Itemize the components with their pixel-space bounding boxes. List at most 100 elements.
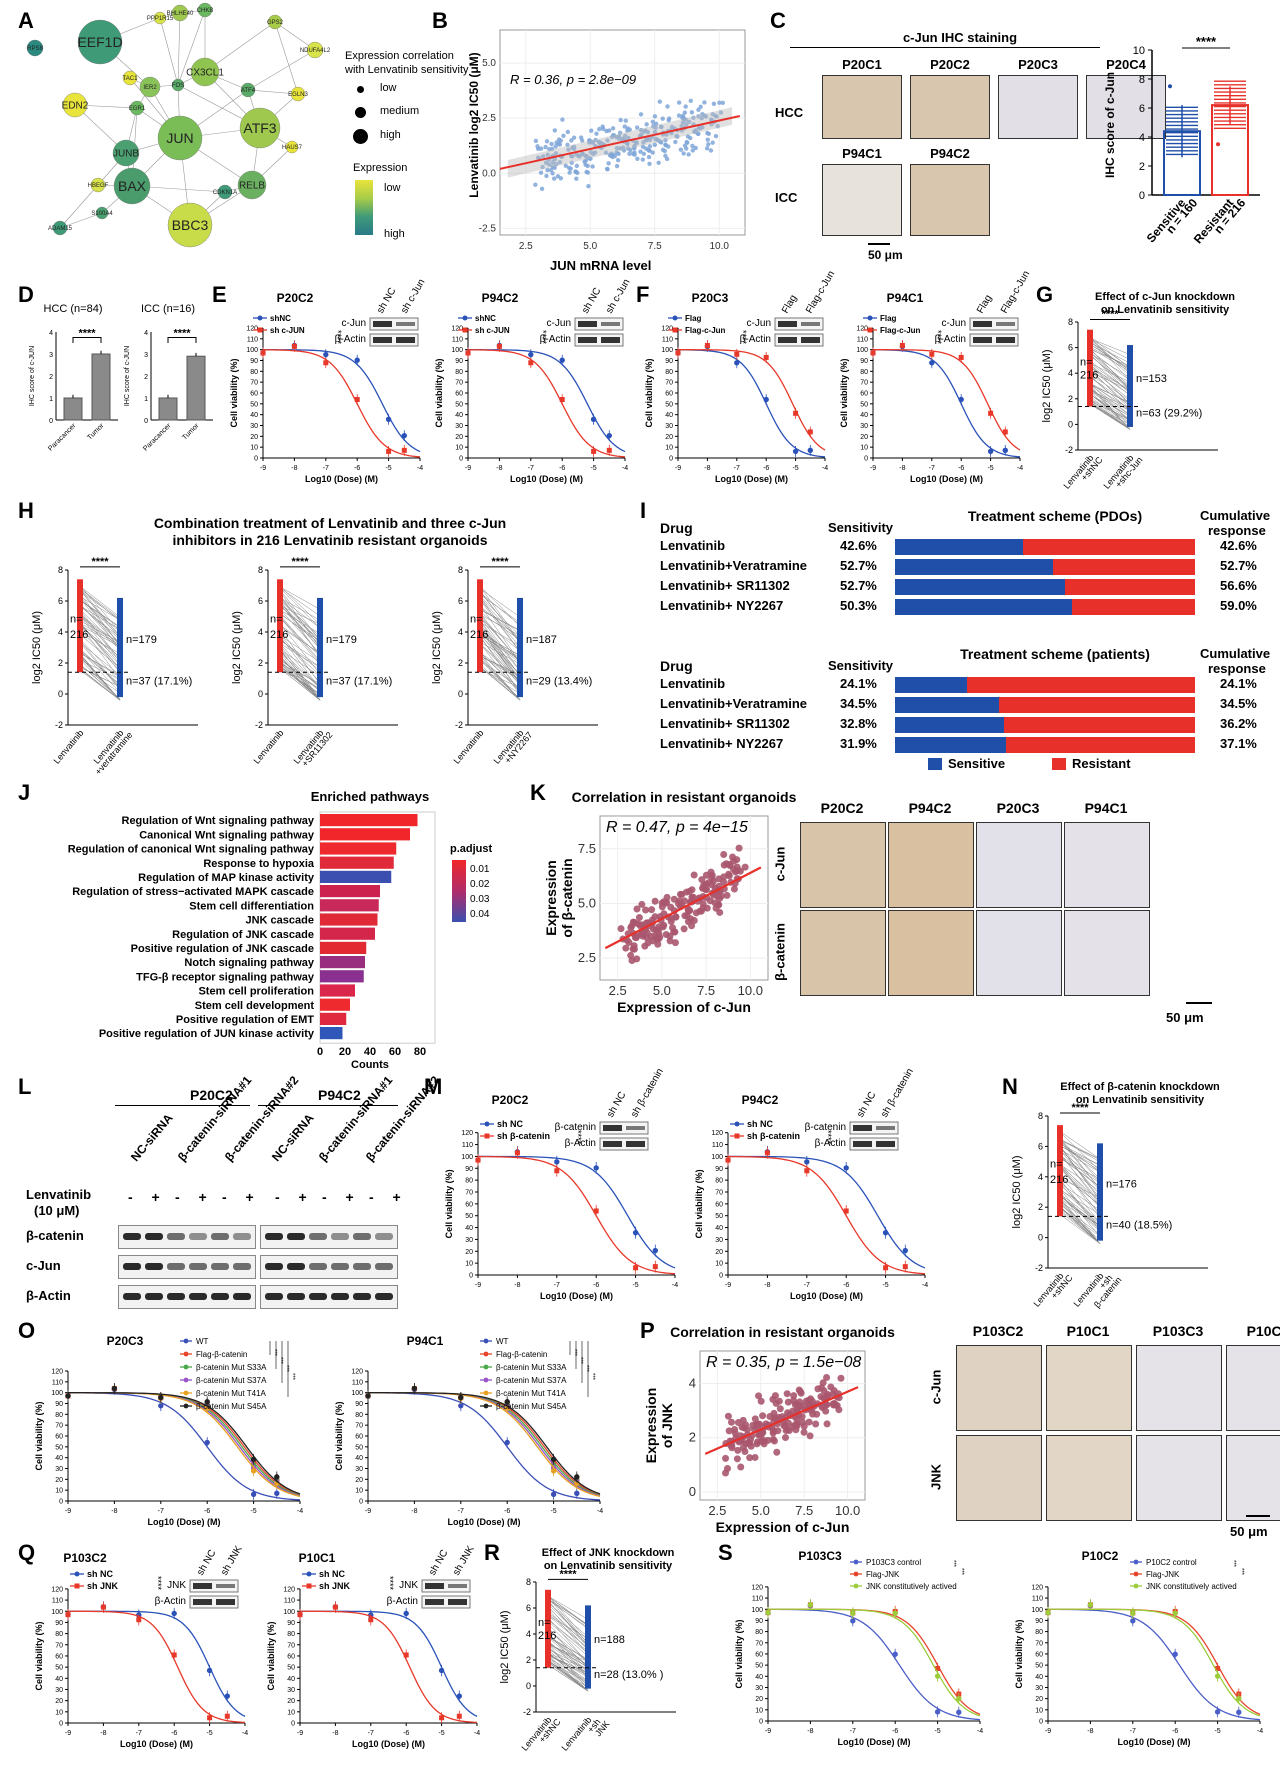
pair-line bbox=[1089, 338, 1131, 374]
y-tick: 0 bbox=[359, 1499, 363, 1506]
x-tick: 5.0 bbox=[752, 1503, 770, 1518]
fit-curve bbox=[467, 349, 626, 453]
pathway-label: Regulation of canonical Wnt signaling pa… bbox=[68, 844, 315, 856]
x-tick: -4 bbox=[1257, 1728, 1263, 1735]
y-tick: 120 bbox=[283, 1586, 295, 1593]
y-tick: 20 bbox=[860, 434, 868, 441]
legend-label: WT bbox=[196, 1337, 209, 1346]
fit-curve bbox=[262, 349, 421, 453]
pair-line bbox=[1089, 344, 1131, 371]
y-axis-label: Cell viability (%) bbox=[34, 1621, 44, 1690]
pathway-bar bbox=[320, 1012, 347, 1025]
band bbox=[265, 1293, 283, 1300]
y-tick: 120 bbox=[1031, 1584, 1043, 1591]
pathway-label: Stem cell development bbox=[195, 1000, 315, 1012]
legend-marker bbox=[1133, 1583, 1139, 1589]
cumulative-value: 24.1% bbox=[1220, 676, 1257, 691]
y-tick: 0 bbox=[669, 456, 673, 463]
y-tick: 0 bbox=[59, 1499, 63, 1506]
band-label: c-Jun bbox=[26, 1258, 61, 1273]
node-label: CHKB bbox=[197, 8, 214, 14]
y-tick: 20 bbox=[250, 434, 258, 441]
band bbox=[353, 1263, 371, 1270]
y-tick: 2 bbox=[49, 374, 53, 381]
legend-marker bbox=[1133, 1559, 1139, 1565]
ihc-image bbox=[1064, 910, 1150, 996]
pair-line bbox=[1059, 1149, 1101, 1173]
network-node bbox=[129, 100, 145, 116]
pair-line bbox=[279, 608, 321, 654]
y-axis-label: of JNK bbox=[659, 1403, 675, 1448]
band bbox=[778, 337, 797, 343]
band bbox=[123, 1293, 141, 1300]
legend-label: Flag-β-catenin bbox=[496, 1350, 547, 1359]
category-label: Paracancer bbox=[47, 422, 78, 453]
scatter-point bbox=[696, 125, 702, 130]
ihc-title: c-Jun IHC staining bbox=[902, 30, 1018, 45]
pair-line bbox=[279, 652, 321, 688]
legend-label: β-catenin Mut S33A bbox=[196, 1363, 267, 1372]
band bbox=[265, 1233, 283, 1240]
y-tick: 6 bbox=[58, 596, 63, 606]
x-tick: -8 bbox=[411, 1508, 417, 1515]
y-tick: 90 bbox=[287, 1620, 295, 1627]
legend-label: Flag-c-Jun bbox=[880, 326, 921, 335]
y-tick: 110 bbox=[452, 336, 463, 343]
d-bar-charts: HCC (n=84) 4 3 2 1 0 IHC score of c-JUN Paracan… bbox=[29, 303, 213, 453]
x-tick: 40 bbox=[364, 1046, 376, 1058]
scale-bar-label: 50 μm bbox=[1166, 1010, 1204, 1025]
legend-marker bbox=[483, 1390, 489, 1396]
band bbox=[331, 1263, 349, 1270]
network-node bbox=[112, 139, 140, 167]
network-node bbox=[139, 76, 161, 98]
band bbox=[425, 1583, 444, 1589]
y-tick: 30 bbox=[55, 1687, 63, 1694]
scatter-point bbox=[799, 1418, 807, 1426]
scatter-point bbox=[710, 140, 715, 145]
scatter-point bbox=[577, 154, 582, 159]
y-tick: 8 bbox=[1038, 1111, 1043, 1121]
node-label: EEF1D bbox=[77, 34, 122, 50]
pair-line bbox=[79, 625, 121, 658]
group-b-points bbox=[1097, 1143, 1103, 1241]
pair-line bbox=[1059, 1195, 1101, 1232]
y-tick: 100 bbox=[51, 1390, 63, 1397]
x-tick: -8 bbox=[764, 1282, 770, 1289]
x-tick: -8 bbox=[704, 465, 710, 472]
ihc-sample-label: P10C1 bbox=[1066, 1323, 1110, 1339]
treatment-sign: - bbox=[369, 1189, 374, 1205]
pair-line bbox=[547, 1652, 589, 1686]
scatter-point bbox=[755, 1392, 763, 1400]
node-label: BBC3 bbox=[172, 217, 209, 233]
pair-line bbox=[79, 615, 121, 650]
pair-line bbox=[279, 656, 321, 701]
pair-line bbox=[1059, 1131, 1101, 1172]
blot-label: c-Jun bbox=[547, 318, 571, 329]
fit-curve bbox=[367, 1392, 601, 1495]
band bbox=[233, 1233, 251, 1240]
chart-title: on Lenvatinib sensitivity bbox=[1076, 1094, 1205, 1106]
x-tick: -6 bbox=[504, 1508, 510, 1515]
scatter-point bbox=[722, 1454, 730, 1462]
sig-stars: *** bbox=[577, 1357, 583, 1365]
pathway-bar bbox=[320, 1027, 343, 1040]
pair-line bbox=[1089, 363, 1131, 383]
legend-marker bbox=[734, 1133, 740, 1139]
scatter-point bbox=[706, 142, 711, 147]
pair-line bbox=[279, 602, 321, 650]
band bbox=[189, 1263, 207, 1270]
legend-title: p.adjust bbox=[450, 843, 493, 855]
x-axis-label: JUN mRNA level bbox=[550, 258, 652, 273]
y-tick: 6 bbox=[458, 596, 463, 606]
pair-line bbox=[279, 597, 321, 629]
x-tick: -4 bbox=[672, 1282, 678, 1289]
panel-p-correlation: 2.5 5.0 7.5 10.0 4 2 0 R = 0.35, p = 1.5e−08 Exp… bbox=[640, 1323, 1280, 1540]
x-tick: -8 bbox=[100, 1730, 106, 1737]
col-sensitivity-header: Sensitivity bbox=[828, 520, 894, 535]
legend-marker bbox=[183, 1351, 189, 1357]
panel-r-paired: Effect of JNK knockdown on Lenvatinib sen… bbox=[498, 1547, 718, 1763]
y-tick: 10 bbox=[715, 1261, 723, 1268]
sig-stars: **** bbox=[933, 330, 943, 345]
scatter-point bbox=[568, 153, 574, 159]
